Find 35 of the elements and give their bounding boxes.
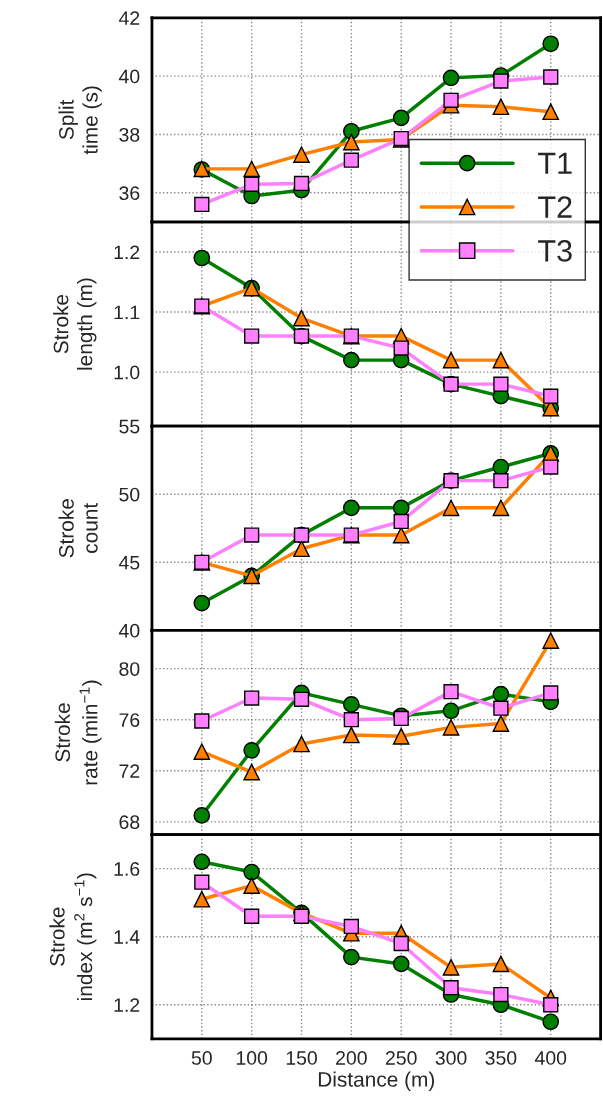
y-tick-label: 42 — [118, 11, 140, 25]
y-tick-label: 1.2 — [114, 245, 140, 260]
y-tick-label: 72 — [119, 764, 140, 778]
y-tick-label: 36 — [119, 186, 140, 201]
y-tick-label: 45 — [118, 555, 140, 570]
legend-label: T1 — [538, 152, 572, 174]
y-tick-label: 40 — [118, 69, 140, 84]
y-tick-label: 55 — [119, 419, 140, 434]
y-tick-label: 1.2 — [114, 998, 140, 1012]
x-axis-title: Distance (m) — [318, 1071, 435, 1091]
x-tick-label: 250 — [385, 1051, 417, 1065]
x-tick-label: 100 — [236, 1051, 268, 1065]
x-tick-label: 400 — [534, 1051, 567, 1065]
legend-label: T2 — [538, 196, 572, 218]
y-tick-label: 1.4 — [114, 930, 140, 944]
x-tick-label: 300 — [435, 1051, 467, 1065]
y-tick-label: 1.1 — [114, 305, 140, 320]
y-axis-title: Stroke length (m) — [53, 278, 97, 370]
y-tick-label: 1.0 — [114, 365, 140, 380]
y-tick-label: 40 — [118, 623, 140, 638]
y-axis-title: Split time (s) — [58, 86, 102, 155]
x-tick-label: 150 — [286, 1051, 317, 1065]
y-tick-label: 50 — [119, 487, 140, 502]
x-tick-label: 350 — [485, 1051, 517, 1065]
y-tick-label: 76 — [119, 713, 140, 727]
y-axis-title: Stroke rate (min$^{−1}$) — [54, 680, 102, 785]
y-tick-label: 1.6 — [114, 862, 140, 876]
y-axis-title: Stroke index (m$^{2}$ s$^{−1}$) — [49, 873, 97, 1000]
legend-label: T3 — [538, 240, 572, 262]
y-tick-label: 80 — [119, 662, 140, 676]
y-axis-title: Stroke count — [58, 499, 98, 558]
y-tick-label: 38 — [119, 127, 140, 142]
x-tick-label: 200 — [336, 1051, 367, 1065]
y-tick-label: 68 — [119, 815, 140, 830]
x-tick-label: 50 — [191, 1051, 212, 1065]
